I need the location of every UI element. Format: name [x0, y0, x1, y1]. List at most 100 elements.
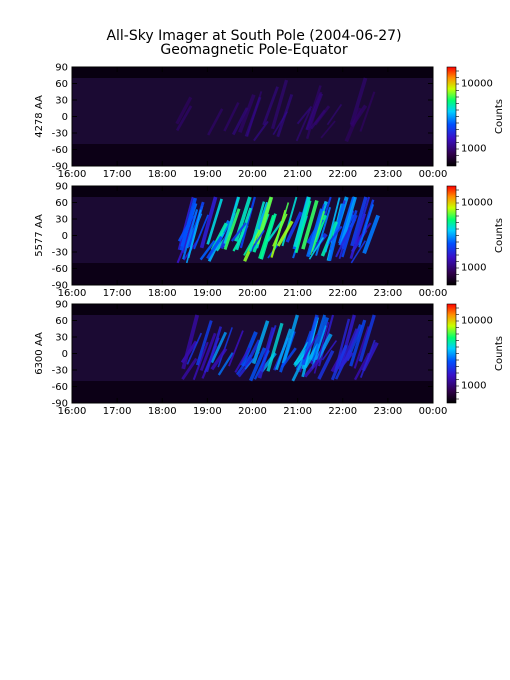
x-tick-label: 00:00	[419, 288, 448, 299]
heatmap-top-band	[72, 304, 433, 315]
heatmap-streak	[193, 214, 209, 250]
heatmap-streak	[313, 105, 331, 126]
heatmap-streak	[270, 79, 289, 130]
heatmap-streak	[326, 103, 343, 126]
heatmap-streak	[353, 352, 371, 381]
x-tick-label: 00:00	[419, 169, 448, 180]
y-tick-label: 0	[62, 112, 68, 123]
figure-subtitle: Geomagnetic Pole-Equator	[160, 42, 347, 58]
heatmap-streak	[266, 322, 284, 372]
colorbar-tick-label: 10000	[461, 198, 493, 209]
x-tick-label: 17:00	[103, 406, 132, 417]
heatmap-bottom-band	[72, 144, 433, 166]
heatmap-streak	[336, 351, 354, 371]
heatmap-streak	[253, 349, 270, 380]
heatmap-streak	[349, 319, 367, 367]
colorbar-tick-label: 10000	[461, 316, 493, 327]
heatmap-streak	[339, 196, 357, 246]
heatmap-streak	[177, 196, 194, 250]
heatmap-streak	[344, 107, 363, 143]
heatmap-top-band	[72, 186, 433, 197]
heatmap-streak	[199, 240, 216, 261]
heatmap-streak	[217, 352, 234, 376]
x-tick-label: 18:00	[148, 288, 177, 299]
colorbar-tick-label: 1000	[461, 381, 486, 392]
x-tick-label: 22:00	[328, 406, 357, 417]
heatmap-streak	[210, 347, 228, 371]
heatmap-streak	[350, 196, 368, 247]
heatmap-streak	[217, 327, 233, 368]
heatmap-streak	[175, 105, 193, 132]
heatmap-streak	[294, 200, 312, 254]
x-tick-label: 20:00	[238, 169, 267, 180]
heatmap-streak	[207, 108, 224, 136]
wavelength-label: 4278 AA	[34, 95, 45, 138]
y-tick-label: 90	[55, 63, 68, 74]
heatmap-streak	[359, 91, 376, 132]
x-tick-label: 21:00	[283, 169, 312, 180]
heatmap-streak	[248, 201, 266, 252]
heatmap-streak	[280, 347, 297, 369]
heatmap-streak	[206, 198, 223, 245]
y-tick-label: -90	[52, 162, 68, 173]
x-tick-label: 00:00	[419, 406, 448, 417]
y-tick-label: -30	[52, 248, 68, 259]
heatmap-streak	[326, 225, 343, 246]
colorbar-tick-label: 1000	[461, 144, 486, 155]
x-tick-label: 23:00	[373, 169, 402, 180]
heatmap-streak	[182, 209, 199, 260]
x-tick-label: 16:00	[58, 169, 87, 180]
y-tick-label: 60	[55, 316, 68, 327]
x-tick-label: 20:00	[238, 288, 267, 299]
heatmap-streak	[353, 326, 370, 369]
heatmap-streak	[253, 120, 269, 142]
heatmap-streak	[338, 196, 355, 244]
x-tick-label: 23:00	[373, 406, 402, 417]
heatmap-streak	[320, 120, 336, 139]
figure-title: All-Sky Imager at South Pole (2004-06-27…	[106, 28, 401, 44]
heatmap-streak	[248, 347, 267, 382]
heatmap-streak	[341, 328, 360, 364]
x-tick-label: 23:00	[373, 288, 402, 299]
x-tick-label: 21:00	[283, 288, 312, 299]
heatmap-streak	[362, 214, 380, 255]
x-tick-label: 21:00	[283, 406, 312, 417]
heatmap-streak	[359, 339, 376, 378]
colorbar-tick-label: 10000	[461, 79, 493, 90]
heatmap-streak	[195, 320, 213, 366]
heatmap-streak	[203, 337, 220, 373]
heatmap-streak	[273, 202, 290, 250]
y-tick-label: 90	[55, 300, 68, 311]
colorbar	[446, 66, 457, 167]
colorbar-label: Counts	[494, 218, 505, 253]
wavelength-label: 5577 AA	[34, 214, 45, 257]
heatmap-streak	[192, 341, 209, 381]
heatmap-streak	[354, 196, 371, 245]
colorbar-label: Counts	[494, 99, 505, 134]
heatmap-streak	[206, 235, 223, 260]
heatmap-streak	[272, 111, 288, 136]
heatmap-streak	[258, 214, 276, 260]
heatmap-streak	[296, 105, 313, 125]
heatmap-streak	[181, 357, 198, 381]
wavelength-label: 6300 AA	[34, 332, 45, 375]
heatmap-streak	[358, 314, 376, 362]
heatmap-streak	[305, 91, 323, 140]
y-tick-label: 60	[55, 79, 68, 90]
heatmap-streak	[317, 350, 335, 380]
y-tick-label: -60	[52, 382, 68, 393]
x-tick-label: 22:00	[328, 169, 357, 180]
x-tick-label: 17:00	[103, 288, 132, 299]
heatmap-streak	[239, 196, 256, 249]
heatmap-streak	[321, 340, 338, 361]
y-tick-label: 0	[62, 231, 68, 242]
heatmap-streak	[179, 197, 197, 251]
heatmap-streak	[313, 321, 330, 374]
heatmap-streak	[223, 208, 241, 250]
heatmap-streak	[262, 86, 279, 126]
heatmap-streak	[266, 220, 283, 242]
heatmap-streak	[234, 347, 251, 373]
